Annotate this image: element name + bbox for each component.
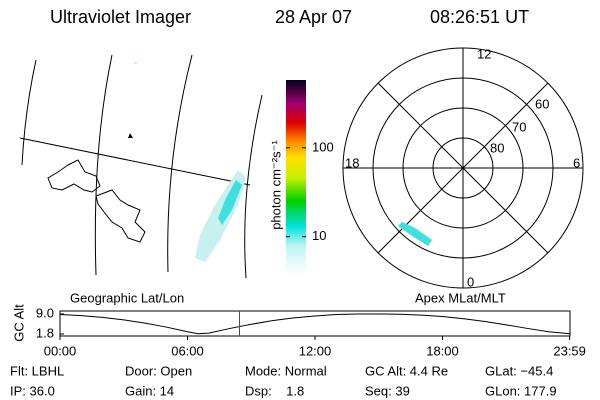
y-tick-label: 9.0 [36,305,54,320]
info-text: Gain: 14 [125,383,174,398]
lat-label: 70 [512,119,526,134]
mlt-label: 6 [573,155,580,170]
colorbar [286,80,306,275]
info-text: GLat: −45.4 [485,363,553,378]
plot-frame [59,310,571,337]
x-tick-label: 23:59 [553,343,586,358]
info-text: Seq: 39 [365,383,410,398]
lat-label: 80 [490,140,504,155]
lat-label: 60 [535,96,549,111]
title: Ultraviolet Imager [50,7,191,27]
y-tick-label: 1.8 [36,325,54,340]
x-tick-label: 00:00 [44,343,77,358]
mlt-label: 18 [345,155,359,170]
x-tick-label: 06:00 [171,343,204,358]
info-text: Door: Open [125,363,192,378]
info-text: Flt: LBHL [10,363,64,378]
polar-plot: 12 18 6 0 60 70 80 [342,46,584,289]
y-axis-label: GC Alt [11,304,26,342]
date: 28 Apr 07 [275,7,352,27]
colorbar-tick-label: 10 [312,228,326,243]
time: 08:26:51 UT [430,7,529,27]
colorbar-tick-label: 100 [312,139,334,154]
info-text: GLon: 177.9 [485,383,557,398]
geo-map [19,54,263,279]
mlt-label: 12 [477,46,491,61]
info-text: IP: 36.0 [10,383,55,398]
left-title: Geographic Lat/Lon [70,290,184,305]
mlt-label: 0 [467,274,474,289]
right-title: Apex MLat/MLT [415,290,506,305]
x-tick-label: 18:00 [426,343,459,358]
info-text: GC Alt: 4.4 Re [365,363,448,378]
gc-alt-line [59,313,571,335]
x-tick-label: 12:00 [299,343,332,358]
info-text: Dsp: 1.8 [245,383,304,398]
info-text: Mode: Normal [245,363,327,378]
colorbar-label: photon cm⁻²s⁻¹ [268,140,283,230]
